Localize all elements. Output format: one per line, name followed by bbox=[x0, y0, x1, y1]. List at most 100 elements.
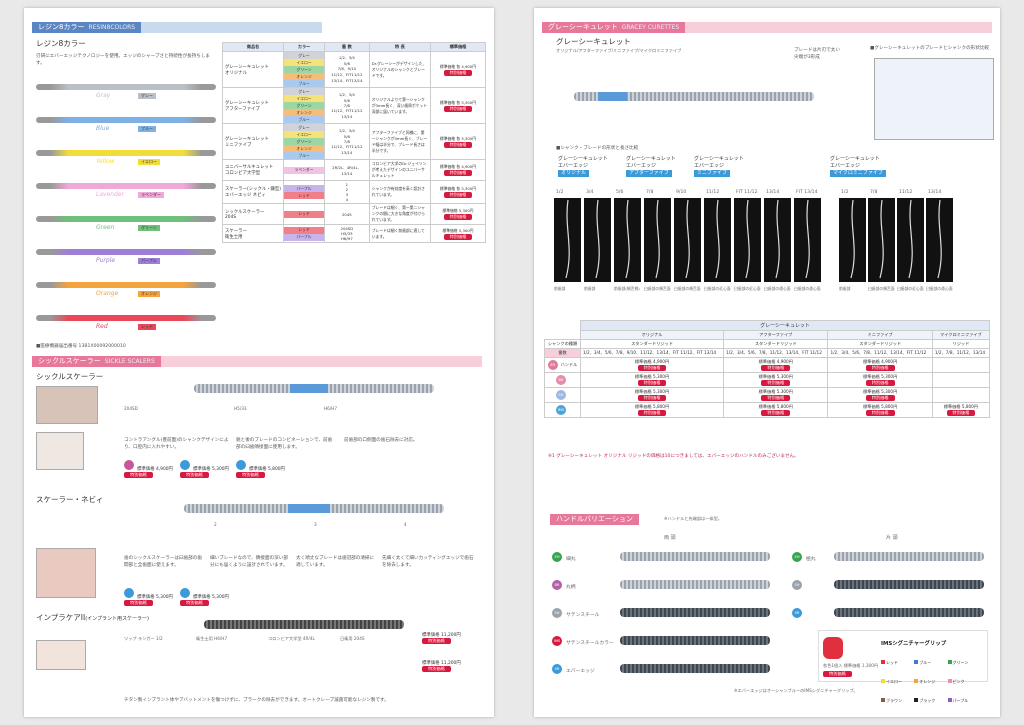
resin-desc: 刃研にエバーエッジテクノロジーを使用。エッジのシャープさと持続性が長持ちします。 bbox=[36, 54, 211, 66]
gracey-subtitle: オリジナル/アフターファイブ/ミニファイブ/マイクロミニファイブ bbox=[556, 48, 682, 53]
handle-code-icon: SR bbox=[792, 608, 802, 618]
ims-color: ブラック bbox=[914, 698, 947, 704]
blade-image bbox=[734, 198, 761, 282]
sickle-caption-1: コントラアングル(豊前面)のシャンクデザインにより、口腔内に入れやすい。 bbox=[124, 438, 229, 450]
price-text: 標準価格 5,800円 bbox=[758, 404, 793, 409]
resin-color-jp: グリーン bbox=[138, 225, 160, 231]
blank-cell bbox=[545, 331, 581, 340]
color-chip: オレンジ bbox=[284, 73, 324, 80]
handle-name: サテンスチール bbox=[566, 613, 600, 618]
price-text: 標準価格 5,300円 bbox=[758, 389, 793, 394]
product-price: 標準価格 各 5,300円 特別価格 bbox=[429, 87, 487, 124]
price-cell bbox=[931, 387, 991, 403]
ims-color-name: レッド bbox=[886, 660, 898, 665]
table-row: グレーシーキュレット ミニファイブ グレー イエロー グリーン オレンジ ブルー 1/2、3… bbox=[221, 123, 487, 160]
color-chip: パープル bbox=[284, 233, 324, 241]
product-num: H6/H7 bbox=[340, 236, 353, 241]
product-feature: オリジナルよりて第一シャンクが3mm長く、深い歯周ポケット深部に届いています。 bbox=[368, 87, 431, 124]
blade-num: 13/14 bbox=[928, 190, 942, 195]
color-chip: パープル bbox=[284, 185, 324, 192]
left-page: レジン8カラー RESIN8COLORS レジン8カラー 刃研にエバーエッジテクノ… bbox=[24, 8, 494, 717]
table-row: グレーシーキュレット オリジナル グレー イエロー グリーン オレンジ ブルー 1/2、3/… bbox=[221, 51, 487, 88]
handles-footer: ※エバーエッジはオーシャンブルーのIMSシグニチャーグリップ。 bbox=[734, 688, 858, 693]
blade-image bbox=[704, 198, 731, 282]
implant-price-1: 標準価格 11,200円 特別価格 bbox=[422, 633, 461, 644]
resin-section-tag: レジン8カラー RESIN8COLORS bbox=[32, 22, 142, 33]
ims-color-swatch bbox=[947, 698, 952, 702]
table-header: 商品名 bbox=[221, 42, 285, 52]
color-chip: ブルー bbox=[284, 80, 324, 87]
nevi-num-2: 2 bbox=[214, 522, 217, 527]
col-head-c: アフターファイブ bbox=[626, 170, 672, 177]
col-head-a: グレーシーキュレット bbox=[558, 156, 608, 162]
resin-heading: レジン8カラー bbox=[36, 39, 86, 48]
nevi-num-4: 4 bbox=[404, 522, 407, 527]
ims-color-name: ブラウン bbox=[886, 698, 902, 703]
resin-instrument bbox=[36, 150, 216, 156]
product-num: 1/2、3/4 bbox=[338, 55, 355, 60]
product-num: 1/2、3/4 bbox=[338, 128, 355, 133]
product-name: スケーラー(シックル・鎌型) エバーエッジ ネビィ bbox=[221, 180, 285, 204]
sickle-photo-1 bbox=[36, 386, 98, 424]
num-list: 1/2、3/4、5/6、7/8、11/12、13/14、FIT 11/12 bbox=[827, 348, 933, 358]
implant-special-btn-1: 特別価格 bbox=[422, 638, 451, 644]
shank-type: スタンダードリジッド bbox=[723, 339, 829, 349]
col-head-a: グレーシーキュレット bbox=[830, 156, 880, 162]
handle-name: 極丸 bbox=[806, 557, 816, 562]
price-col-head: マイクロミニファイブ bbox=[931, 330, 991, 340]
table-header: カラー bbox=[283, 42, 325, 52]
price-text: 標準価格 5,300円 bbox=[442, 227, 474, 233]
product-num: 1 bbox=[345, 182, 349, 187]
implant-label: 衛生士用 H6/H7 bbox=[196, 636, 228, 641]
handle-code-icon: BR bbox=[555, 375, 566, 385]
gracey-footnote: ※1 グレーシーキュレット オリジナル リジッドの価格は10につきましては、エバ… bbox=[548, 454, 799, 459]
implant-photo bbox=[36, 640, 86, 670]
color-chip: レッド bbox=[284, 226, 324, 234]
price-text: 標準価格 5,300円 bbox=[863, 374, 898, 379]
price-cell: 標準価格 4,900円 特別価格 bbox=[827, 357, 933, 373]
product-colors: グレー イエロー グリーン オレンジ ブルー bbox=[283, 51, 325, 88]
special-price-btn: 特別価格 bbox=[443, 214, 473, 220]
table-row: グレーシーキュレット bbox=[545, 320, 991, 331]
nevi-caption-1: 歯のシックルスケーラーは臼歯部の歯間部と全歯面に使えます。 bbox=[124, 556, 202, 568]
handle-code-cell: SH bbox=[544, 387, 581, 403]
special-price-btn: 特別価格 bbox=[443, 105, 473, 112]
product-num: 1/2、3/4 bbox=[338, 92, 355, 97]
resin-color-jp: パープル bbox=[138, 258, 160, 264]
sickle-price: 標準価格 4,900円 特別価格 bbox=[124, 460, 173, 478]
special-price-btn: 特別価格 bbox=[443, 233, 473, 240]
product-price: 標準価格 5,300円 特別価格 bbox=[429, 203, 487, 225]
handles-section-bar: ハンドルバリエーション bbox=[550, 514, 660, 525]
price-text: 標準価格 4,900円 bbox=[863, 359, 898, 364]
color-chip: イエロー bbox=[284, 95, 324, 102]
implant-note: チタン製インプラント体やアバットメントを傷つけずに、プラークの除去ができます。オ… bbox=[124, 698, 389, 703]
blade-image bbox=[674, 198, 701, 282]
resin-color-en: Yellow bbox=[96, 158, 115, 165]
implant-label: ツップ ランガー 1/2 bbox=[124, 636, 163, 641]
sickle-heading: シックルスケーラー bbox=[36, 372, 104, 381]
blade-num: 3/4 bbox=[586, 190, 594, 195]
special-price-btn: 特別価格 bbox=[637, 410, 667, 416]
blade-num: FIT 13/14 bbox=[796, 190, 818, 195]
handle-image bbox=[620, 664, 770, 673]
resin-color-en: Lavender bbox=[96, 191, 125, 198]
blade-num: 13/14 bbox=[766, 190, 780, 195]
special-price-btn: 特別価格 bbox=[761, 410, 791, 416]
blade-column-head: グレーシーキュレット エバーエッジ オリジナル bbox=[558, 156, 608, 177]
blade-num: 1/2 bbox=[841, 190, 849, 195]
price-table-title: グレーシーキュレット bbox=[579, 320, 991, 331]
product-num: 11/12、FIT11/12 bbox=[331, 144, 363, 149]
blade-label: 臼歯部の頬舌面 bbox=[674, 286, 701, 291]
special-price-btn: 特別価格 bbox=[761, 380, 791, 386]
blade-num: 11/12 bbox=[706, 190, 720, 195]
sickle-label-h6h7: H6/H7 bbox=[324, 406, 338, 411]
product-nums: 1/2、3/4 5/6 7/8 11/12、FIT11/12 13/14 bbox=[323, 123, 370, 160]
col-head-c: オリジナル bbox=[558, 170, 590, 177]
color-chip: ラベンダー bbox=[284, 166, 324, 174]
special-price-btn: 特別価格 bbox=[443, 170, 473, 176]
resin-color-en: Red bbox=[96, 323, 108, 330]
special-price-btn: 特別価格 bbox=[443, 69, 473, 76]
blade-num: 7/8 bbox=[870, 190, 878, 195]
ims-price: 各色1個入 標準価格 1,300円 bbox=[823, 663, 879, 668]
price-cell: 標準価格 5,300円 特別価格 bbox=[723, 372, 829, 388]
